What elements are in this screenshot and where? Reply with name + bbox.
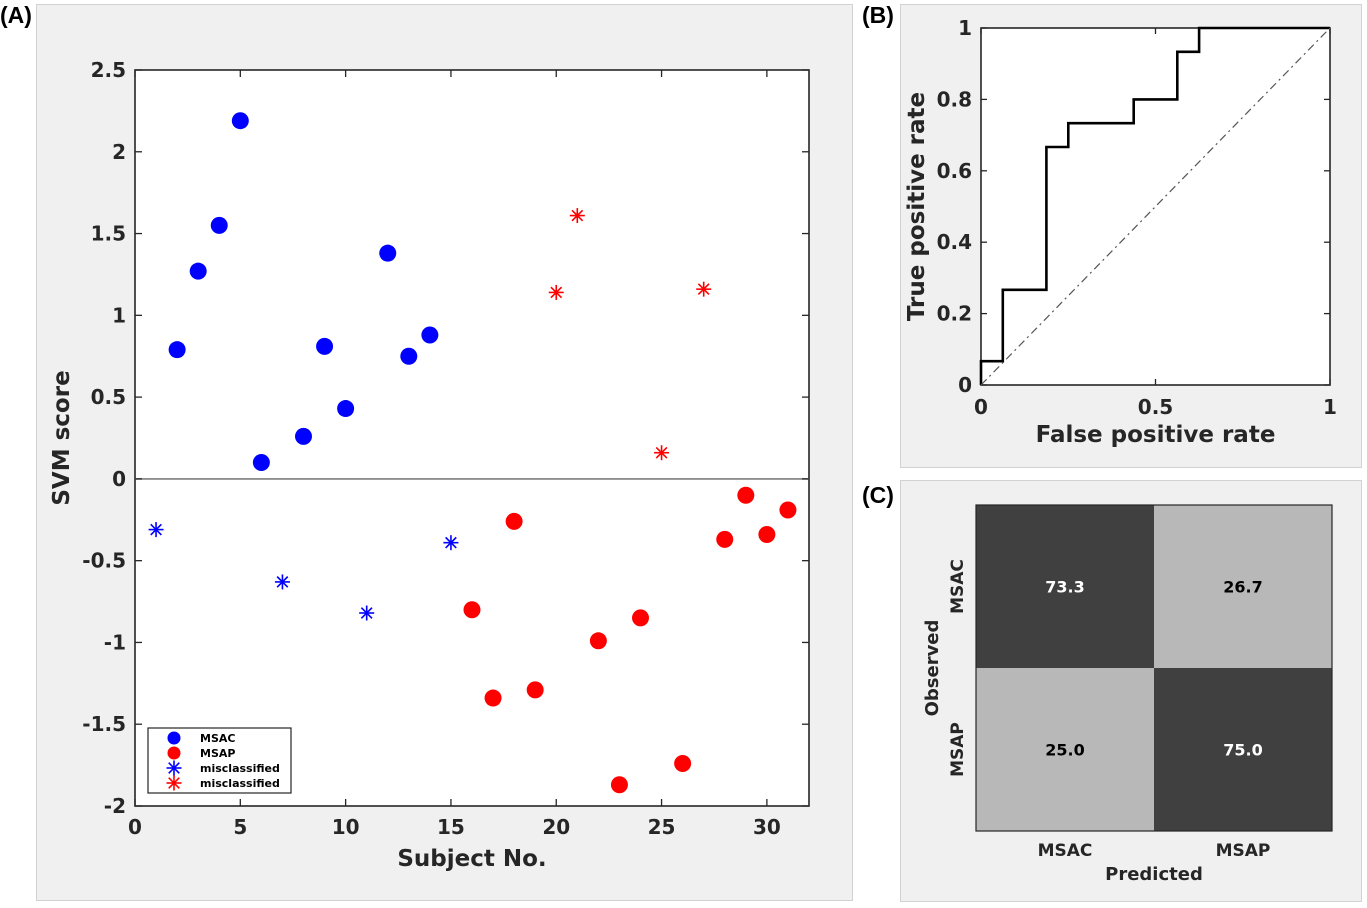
misclassified-msac-point [359,605,375,621]
x-tick-label: 25 [648,815,676,839]
x-tick-label: 0.5 [1138,395,1173,419]
scatter-plot-area [134,69,810,807]
x-category-label: MSAC [1038,841,1093,861]
y-tick-label: -0.5 [82,549,126,573]
x-tick-label: 0 [974,395,988,419]
matrix-cell [1154,505,1332,668]
y-tick-label: 2.5 [91,58,126,82]
x-tick-label: 20 [542,815,570,839]
legend-label: misclassified [200,762,280,775]
msap-point [779,501,797,519]
y-axis-label: Observed [922,620,943,717]
msap-point [758,525,776,543]
y-tick-label: 0.8 [937,87,972,111]
msap-point [737,486,755,504]
matrix-cell [976,668,1154,831]
x-tick-label: 15 [437,815,465,839]
legend-label: MSAC [200,732,235,745]
matrix-cell-value: 26.7 [1223,578,1262,597]
msac-point [337,400,355,418]
msap-point [610,776,628,794]
msac-point [252,454,270,472]
misclassified-msap-point [654,445,670,461]
matrix-cell-value: 25.0 [1045,741,1084,760]
matrix-cell [976,505,1154,668]
y-tick-label: 0.4 [937,230,972,254]
msap-point [463,601,481,619]
legend-marker [166,775,182,791]
msap-point [674,754,692,772]
msac-point [231,112,249,130]
panel-label-a: (A) [0,2,32,28]
legend-marker [167,731,181,745]
matrix-cell-value: 75.0 [1223,741,1262,760]
misclassified-msac-point [443,535,459,551]
y-category-label: MSAC [948,559,968,614]
misclassified-msac-point [274,574,290,590]
y-tick-label: 0 [112,467,126,491]
x-tick-label: 5 [233,815,247,839]
misclassified-msap-point [569,208,585,224]
x-tick-label: 30 [753,815,781,839]
msap-point [484,689,502,707]
y-category-label: MSAP [948,722,968,777]
panel-label-b: (B) [862,2,894,28]
x-category-label: MSAP [1216,841,1271,861]
y-tick-label: 0.2 [937,302,972,326]
misclassified-msac-point [148,522,164,538]
y-axis-label: SVM score [49,370,75,505]
y-axis-label: True positive rate [904,92,930,321]
y-tick-label: 1.5 [91,222,126,246]
legend-marker [166,760,182,776]
misclassified-msap-point [696,281,712,297]
legend-label: misclassified [200,777,280,790]
y-tick-label: 2 [112,140,126,164]
x-axis-label: Subject No. [397,846,546,872]
msap-point [716,530,734,548]
msac-point [295,427,312,445]
msap-point [632,609,649,627]
msac-point [379,244,397,262]
y-tick-label: 0.6 [937,159,972,183]
matrix-cell-value: 73.3 [1045,578,1084,597]
msac-point [210,216,228,234]
y-tick-label: 1 [958,16,972,40]
legend-label: MSAP [200,747,235,760]
msap-point [505,512,523,530]
msac-point [400,347,418,365]
y-tick-label: -1.5 [82,712,126,736]
matrix-border [975,504,1333,832]
msac-point [316,337,334,355]
y-tick-label: 0.5 [91,385,126,409]
misclassified-msap-point [548,284,564,300]
y-tick-label: -2 [104,794,126,818]
y-tick-label: -1 [104,630,126,654]
x-tick-label: 1 [1323,395,1337,419]
x-tick-label: 0 [128,815,142,839]
chance-diagonal-line [980,27,1331,386]
panel-label-c: (C) [862,482,894,508]
x-axis-label: False positive rate [1036,422,1276,448]
y-tick-label: 0 [958,373,972,397]
msac-point [189,262,207,280]
x-axis-label: Predicted [1105,864,1203,885]
matrix-cell [1154,668,1332,831]
msap-point [589,632,607,650]
msac-point [421,326,439,344]
legend-marker [167,746,181,760]
x-tick-label: 10 [332,815,360,839]
roc-curve [979,26,1330,385]
msap-point [526,681,544,699]
y-tick-label: 1 [112,303,126,327]
msac-point [168,341,186,359]
